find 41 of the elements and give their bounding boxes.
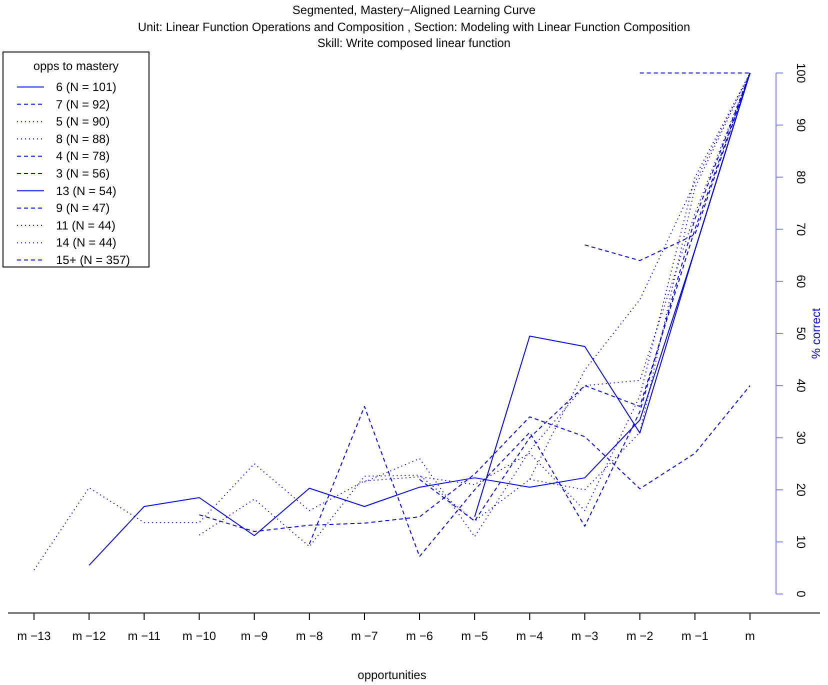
- legend-title: opps to mastery: [33, 59, 119, 73]
- legend-label: 15+ (N = 357): [56, 253, 130, 267]
- y-tick-label: 100: [794, 62, 808, 84]
- y-tick-label: 90: [794, 118, 808, 132]
- x-tick-label: m −4: [516, 629, 544, 643]
- legend-label: 4 (N = 78): [56, 149, 110, 164]
- legend-label: 7 (N = 92): [56, 97, 110, 112]
- x-tick-label: m −12: [72, 629, 106, 643]
- x-tick-label: m −10: [182, 629, 216, 643]
- x-axis-title: opportunities: [358, 668, 426, 682]
- x-tick-label: m −1: [681, 629, 709, 643]
- y-tick-label: 0: [794, 590, 808, 598]
- x-tick-label: m −8: [296, 629, 324, 643]
- legend-label: 14 (N = 44): [56, 236, 116, 250]
- x-tick-label: m: [745, 629, 755, 643]
- x-tick-label: m −3: [571, 629, 599, 643]
- y-tick-label: 30: [794, 431, 808, 445]
- y-axis-title: % correct: [809, 308, 823, 359]
- chart-title: Segmented, Mastery−Aligned Learning Curve: [292, 3, 536, 17]
- y-tick-label: 80: [794, 170, 808, 184]
- legend-label: 13 (N = 54): [56, 184, 116, 198]
- legend-label: 8 (N = 88): [56, 132, 110, 146]
- legend-label: 6 (N = 101): [56, 80, 116, 94]
- x-tick-label: m −13: [17, 629, 52, 643]
- y-tick-label: 50: [794, 326, 808, 340]
- x-tick-label: m −11: [128, 629, 161, 643]
- y-tick-label: 70: [794, 222, 808, 236]
- x-tick-label: m −7: [350, 629, 378, 643]
- legend-label: 9 (N = 47): [56, 201, 110, 216]
- legend-label: 11 (N = 44): [56, 218, 116, 232]
- x-tick-label: m −2: [626, 629, 654, 643]
- y-tick-label: 10: [794, 535, 808, 549]
- y-tick-label: 40: [794, 378, 808, 393]
- x-tick-label: m −6: [406, 629, 434, 643]
- chart-subtitle: Unit: Linear Function Operations and Composition , Section: Modeling with Linear Function Composition Skill: Write composed linear function: [138, 20, 690, 50]
- legend-label: 5 (N = 90): [56, 114, 110, 129]
- legend-label: 3 (N = 56): [56, 166, 110, 180]
- y-tick-label: 60: [794, 274, 808, 288]
- y-tick-label: 20: [794, 483, 808, 497]
- x-tick-label: m −5: [461, 629, 488, 643]
- x-tick-label: m −9: [240, 629, 268, 643]
